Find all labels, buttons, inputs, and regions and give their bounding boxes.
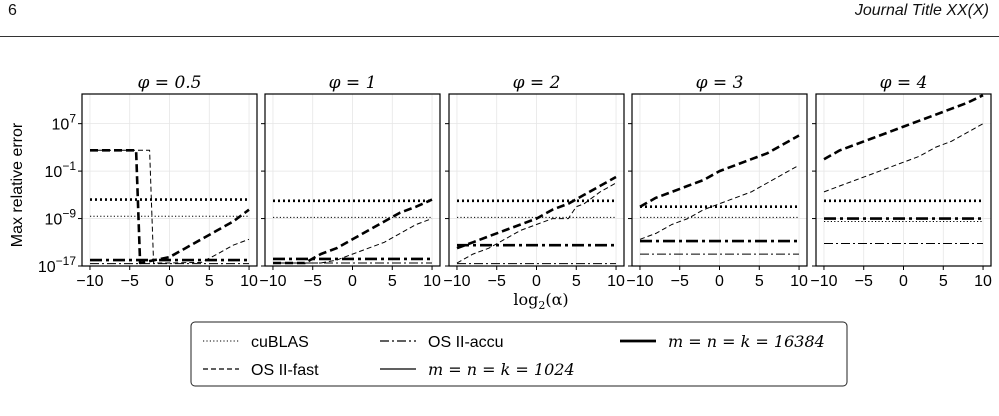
series-fast-small	[823, 123, 984, 193]
x-tick-label: 5	[205, 273, 214, 290]
y-axis-label: Max relative error	[9, 122, 26, 247]
panel-1: −10 −5 0 5 10 107 10−1 10−9 10−17 φ = 0.5	[38, 73, 258, 290]
x-tick-label: −5	[855, 273, 873, 290]
panel-title: φ = 0.5	[138, 73, 202, 93]
series-fast-small	[90, 149, 250, 264]
panel-3: −10 −5 0 5 10 φ = 2	[443, 73, 625, 290]
panel-2: −10 −5 0 5 10 φ = 1	[259, 73, 441, 290]
x-tick-label: −5	[121, 273, 139, 290]
legend-entry-size-1024: m = n = k = 1024	[380, 360, 575, 379]
y-tick-label: 10−17	[38, 254, 76, 276]
x-tick-label: 10	[423, 273, 441, 290]
panel-5: −10 −5 0 5 10 φ = 4	[810, 73, 992, 290]
legend: cuBLAS OS II-fast OS II-accu m = n = k = 10…	[190, 321, 848, 387]
series-fast-large	[823, 94, 984, 161]
x-axis-label: log2(α)	[513, 290, 568, 312]
panel-4: −10 −5 0 5 10 φ = 3	[626, 73, 808, 290]
y-tick-label: 10−9	[45, 207, 77, 229]
x-tick-label: 5	[939, 273, 948, 290]
series-fast-small	[456, 182, 617, 264]
x-tick-label: −10	[626, 273, 653, 290]
x-tick-label: 0	[532, 273, 541, 290]
legend-frame	[190, 321, 848, 387]
panel-title: φ = 1	[329, 73, 377, 93]
y-tick-label: 10−1	[45, 159, 77, 181]
x-tick-label: −10	[810, 273, 837, 290]
x-tick-label: 5	[388, 273, 397, 290]
x-tick-label: 0	[715, 273, 724, 290]
x-tick-label: 5	[755, 273, 764, 290]
journal-title: Journal Title XX(X)	[854, 2, 989, 19]
series-fast-large	[90, 149, 250, 265]
x-tick-label: −5	[304, 273, 322, 290]
legend-entry-os2-fast: OS II-fast	[203, 362, 319, 379]
x-tick-label: 10	[974, 273, 992, 290]
x-tick-label: 10	[607, 273, 625, 290]
legend-label: OS II-fast	[251, 362, 319, 379]
header-rule	[0, 36, 999, 37]
x-tick-label: 0	[899, 273, 908, 290]
x-tick-label: −10	[259, 273, 286, 290]
x-tick-label: 0	[348, 273, 357, 290]
y-tick-label: 107	[52, 112, 77, 134]
x-axis-label-text: log2(α)	[513, 290, 568, 312]
x-tick-label: −5	[488, 273, 506, 290]
panel-title: φ = 2	[513, 73, 561, 93]
x-tick-label: 10	[240, 273, 258, 290]
series-fast-large	[456, 175, 617, 250]
page-number: 6	[8, 2, 17, 19]
x-tick-label: 10	[790, 273, 808, 290]
legend-label: m = n = k = 1024	[428, 360, 575, 379]
x-tick-label: 0	[165, 273, 174, 290]
panel-title: φ = 4	[880, 73, 928, 93]
x-tick-label: −10	[443, 273, 470, 290]
panel-title: φ = 3	[696, 73, 744, 93]
legend-label: cuBLAS	[251, 334, 309, 351]
legend-label: OS II-accu	[428, 334, 504, 351]
x-tick-label: −5	[671, 273, 689, 290]
legend-label: m = n = k = 16384	[668, 332, 825, 351]
legend-entry-size-16384: m = n = k = 16384	[620, 332, 825, 351]
series-fast-small	[639, 164, 800, 240]
legend-entry-os2-accu: OS II-accu	[380, 334, 504, 351]
x-tick-label: −10	[76, 273, 103, 290]
series-fast-large	[639, 134, 800, 208]
x-tick-label: 5	[572, 273, 581, 290]
series-fast-small	[273, 218, 433, 264]
legend-entry-cublas: cuBLAS	[203, 334, 309, 351]
figure-panels: −10 −5 0 5 10 107 10−1 10−9 10−17 φ = 0.5 −10 −5 0 5 1…	[38, 73, 992, 290]
